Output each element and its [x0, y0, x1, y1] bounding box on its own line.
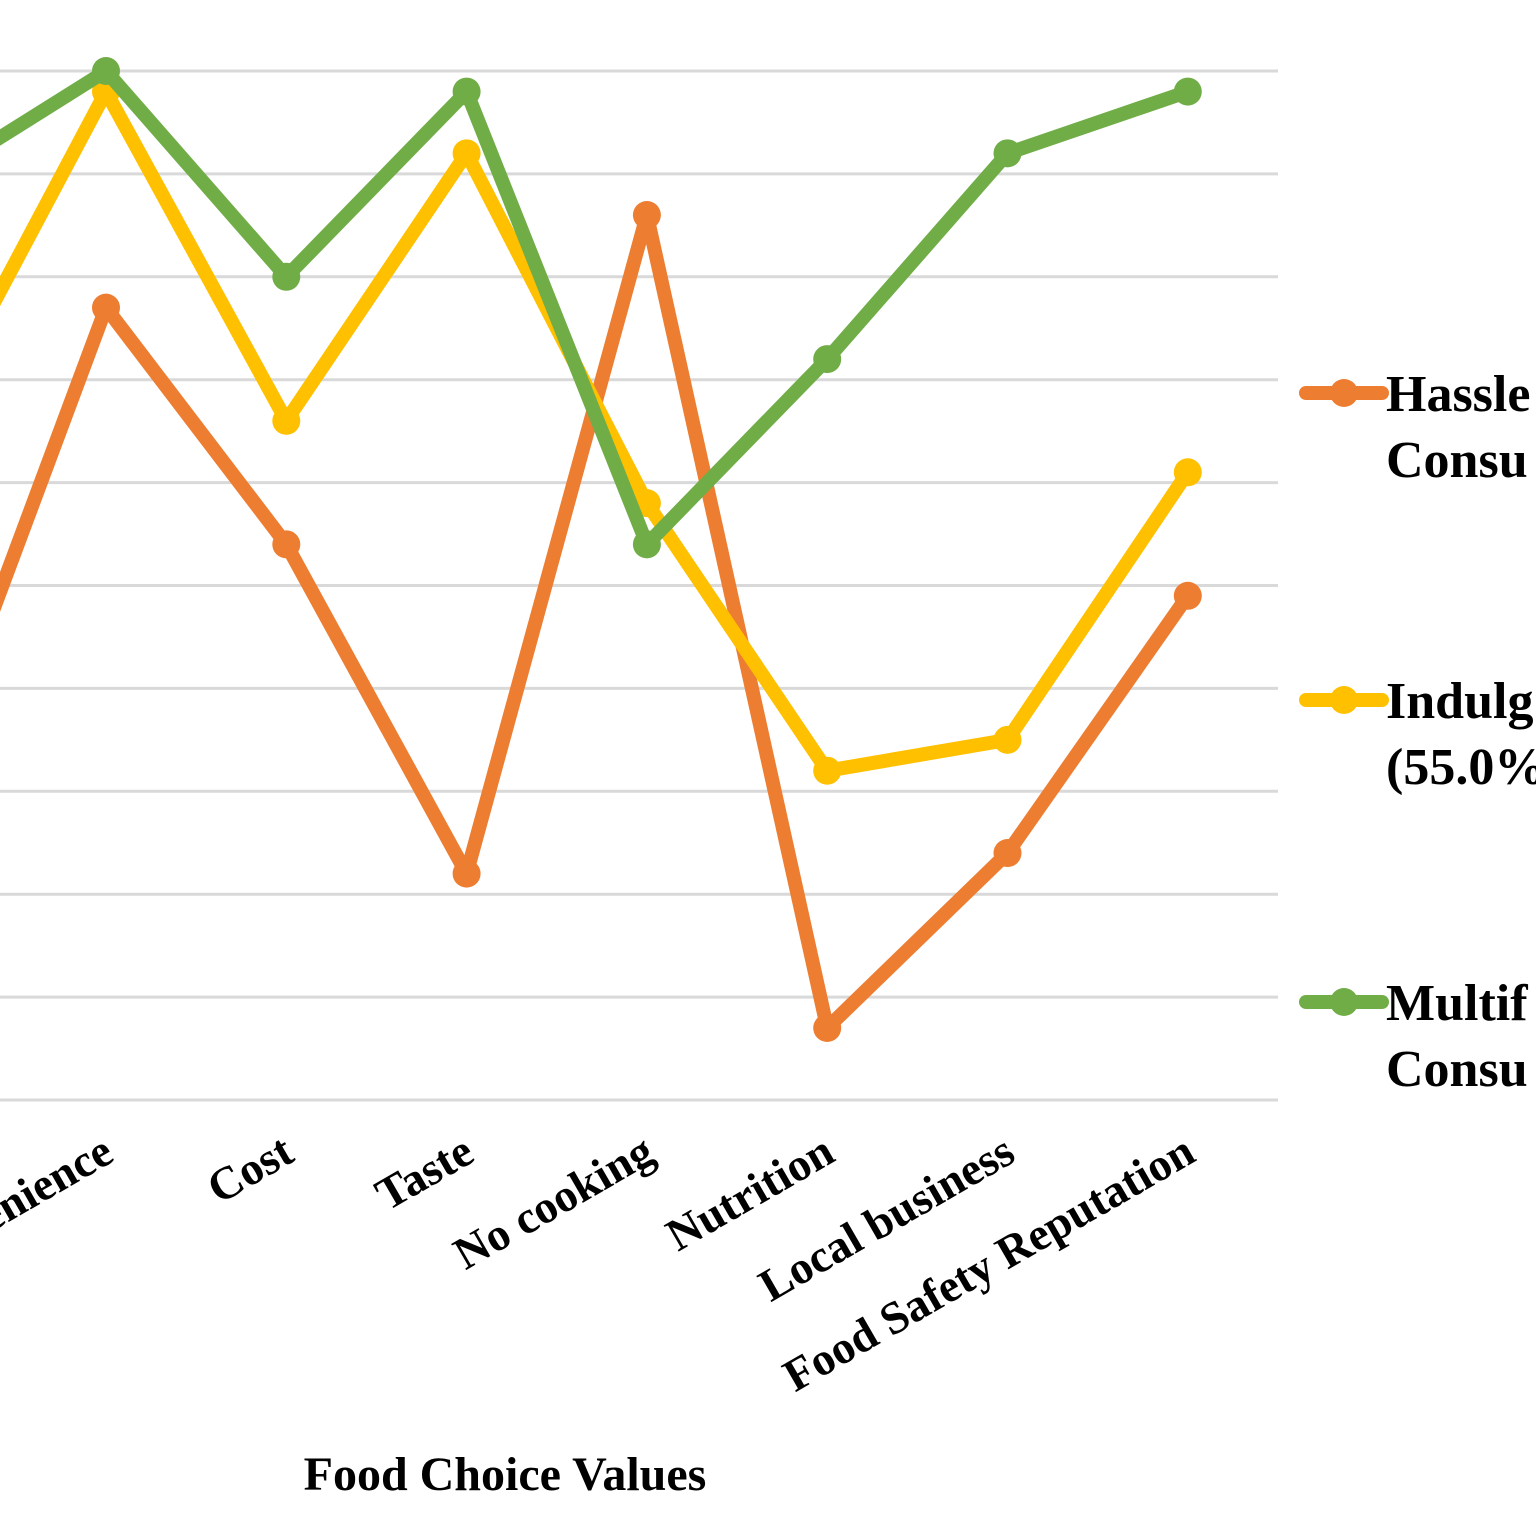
data-point	[1173, 77, 1202, 106]
data-point	[272, 262, 301, 291]
data-point	[92, 57, 120, 85]
x-tick-label: Taste	[367, 1124, 482, 1220]
data-point	[632, 530, 661, 559]
legend-label: (55.0%	[1386, 739, 1536, 796]
legend-marker	[1330, 988, 1358, 1016]
data-point	[813, 756, 842, 785]
data-point	[1173, 581, 1202, 610]
x-tick-label: enience	[0, 1124, 121, 1241]
legend-item-0: Hassle Consu	[1299, 366, 1530, 489]
data-point	[813, 1013, 842, 1042]
data-point	[452, 139, 481, 168]
data-point	[993, 839, 1022, 868]
data-point	[632, 201, 661, 230]
legend-item-1: Indulg (55.0%	[1299, 673, 1536, 796]
gridlines	[0, 69, 1278, 1102]
series-lines	[0, 57, 1202, 1042]
data-point	[272, 530, 301, 559]
data-point	[272, 406, 301, 435]
series-line	[0, 208, 1195, 1035]
data-point	[813, 345, 842, 374]
data-point	[993, 139, 1022, 168]
series-2	[0, 57, 1202, 559]
data-point	[1173, 458, 1202, 487]
x-axis-title: Food Choice Values	[304, 1448, 707, 1501]
legend-marker	[1330, 686, 1358, 714]
legend-label: Consu	[1386, 1041, 1528, 1098]
legend-label: Indulg	[1386, 673, 1533, 730]
legend-label: Hassle	[1386, 366, 1530, 423]
data-point	[452, 77, 481, 106]
data-point	[452, 859, 481, 888]
data-point	[92, 293, 120, 322]
legend-marker	[1330, 379, 1358, 407]
x-tick-label: Cost	[198, 1124, 302, 1213]
legend: Hassle Consu Indulg (55.0% Multif Consu	[1299, 366, 1536, 1098]
data-point	[993, 725, 1022, 754]
x-tick-label: No cooking	[445, 1124, 662, 1279]
series-0	[0, 201, 1202, 1042]
legend-item-2: Multif Consu	[1299, 975, 1528, 1098]
legend-label: Consu	[1386, 432, 1528, 489]
legend-label: Multif	[1386, 975, 1528, 1032]
series-line	[0, 64, 1195, 552]
